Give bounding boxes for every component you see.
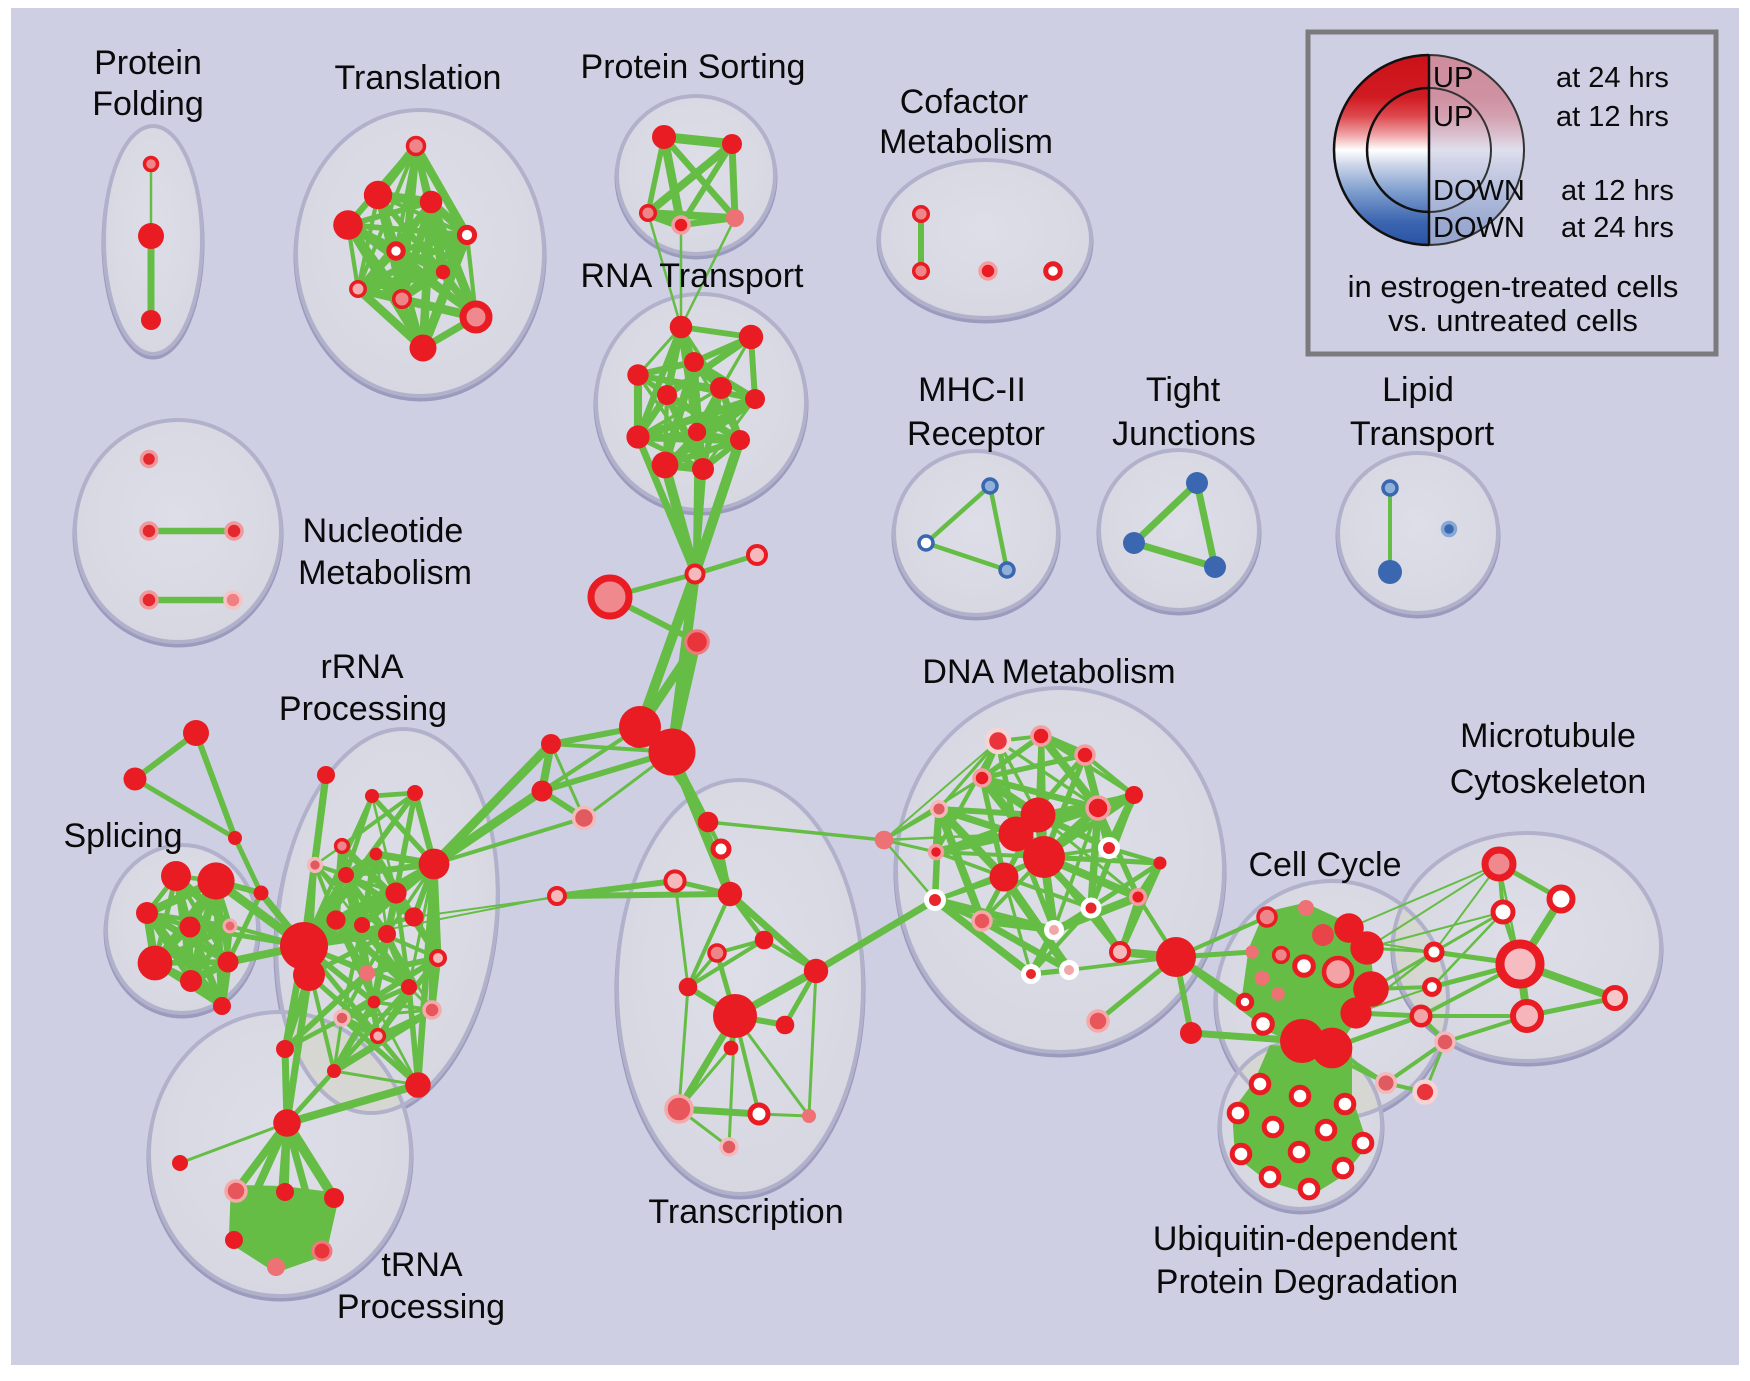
svg-text:Cytoskeleton: Cytoskeleton [1450,763,1647,801]
svg-text:Metabolism: Metabolism [879,123,1053,161]
svg-text:Protein Sorting: Protein Sorting [581,48,806,86]
svg-text:Microtubule: Microtubule [1460,717,1636,755]
svg-text:DOWN: DOWN [1433,175,1525,207]
svg-text:Receptor: Receptor [907,415,1045,453]
svg-text:Splicing: Splicing [63,817,182,855]
svg-text:Junctions: Junctions [1112,415,1256,453]
svg-text:at 24 hrs: at 24 hrs [1561,212,1674,244]
svg-text:UP: UP [1433,101,1473,133]
svg-text:Lipid: Lipid [1382,371,1454,409]
svg-text:RNA Transport: RNA Transport [581,257,805,295]
svg-text:UP: UP [1433,62,1473,94]
svg-text:Cofactor: Cofactor [900,83,1029,121]
svg-text:Folding: Folding [92,85,204,123]
svg-text:in estrogen-treated cells: in estrogen-treated cells [1348,269,1679,304]
svg-text:Transcription: Transcription [648,1193,843,1231]
svg-text:Nucleotide: Nucleotide [303,512,464,550]
svg-text:at 12 hrs: at 12 hrs [1561,175,1674,207]
svg-text:tRNA: tRNA [381,1246,463,1284]
svg-text:vs. untreated cells: vs. untreated cells [1388,303,1638,338]
svg-text:Tight: Tight [1146,371,1221,409]
svg-text:Protein Degradation: Protein Degradation [1156,1263,1458,1301]
svg-text:at 24 hrs: at 24 hrs [1556,62,1669,94]
svg-text:DOWN: DOWN [1433,212,1525,244]
svg-text:Protein: Protein [94,44,202,82]
svg-text:rRNA: rRNA [320,648,403,686]
svg-text:Metabolism: Metabolism [298,554,472,592]
svg-text:MHC-II: MHC-II [918,371,1026,409]
svg-text:Translation: Translation [335,59,502,97]
svg-text:Processing: Processing [337,1288,505,1326]
svg-text:DNA Metabolism: DNA Metabolism [922,653,1175,691]
svg-text:Transport: Transport [1350,415,1495,453]
svg-text:Cell Cycle: Cell Cycle [1248,846,1401,884]
svg-text:Processing: Processing [279,690,447,728]
svg-text:at 12 hrs: at 12 hrs [1556,101,1669,133]
svg-text:Ubiquitin-dependent: Ubiquitin-dependent [1153,1220,1458,1258]
